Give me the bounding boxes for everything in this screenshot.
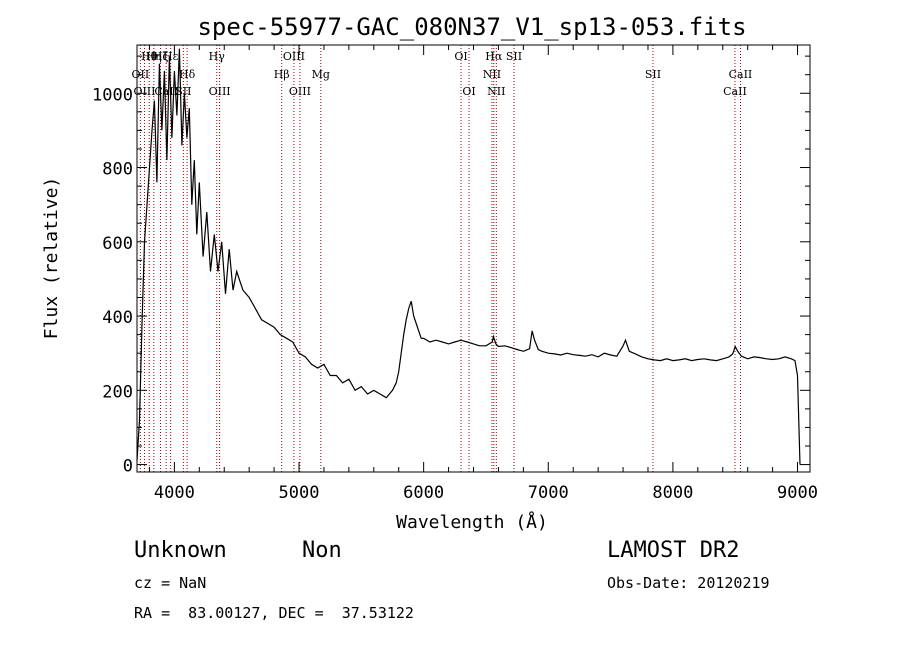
line-marker-label: OI xyxy=(462,85,475,98)
y-axis-label: Flux (relative) xyxy=(41,177,62,340)
redshift-readout: cz = NaN xyxy=(134,574,207,592)
chart-title: spec-55977-GAC_080N37_V1_sp13-053.fits xyxy=(197,13,746,41)
y-tick-label: 1000 xyxy=(92,85,133,105)
line-marker-label: OIII xyxy=(209,85,231,98)
y-axis: 0 200 400 600 800 1000 xyxy=(92,55,810,477)
spectrum-line xyxy=(136,48,801,465)
line-marker-label: Hη xyxy=(146,50,162,63)
x-tick-label: 9000 xyxy=(777,483,818,503)
x-axis-label: Wavelength (Å) xyxy=(396,511,548,533)
line-marker-label: OI xyxy=(454,50,467,63)
y-tick-label: 800 xyxy=(102,160,133,180)
line-marker-label: SII xyxy=(645,68,661,81)
x-tick-label: 5000 xyxy=(279,483,320,503)
line-marker-label: Hβ xyxy=(274,68,290,81)
x-tick-label: 6000 xyxy=(403,483,444,503)
line-marker-label: Hγ xyxy=(209,50,226,63)
plot-frame xyxy=(136,44,811,473)
x-tick-label: 4000 xyxy=(154,483,195,503)
line-marker-label: Hε xyxy=(163,50,179,63)
line-marker-label: CaII xyxy=(729,68,753,81)
x-tick-label: 7000 xyxy=(528,483,569,503)
object-class: Unknown xyxy=(134,538,227,563)
line-marker-label: SII xyxy=(506,50,522,63)
emission-line-labels: OIIHθOIIIHηHζCaIIHεHδSIIHγOIIIHβOIIIOIII… xyxy=(132,50,753,98)
line-marker-label: CaII xyxy=(723,85,747,98)
spectrum-series xyxy=(136,48,801,465)
observation-date: Obs-Date: 20120219 xyxy=(607,574,770,592)
line-marker-label: Hθ xyxy=(141,50,158,63)
line-marker-label: Mg xyxy=(312,68,330,81)
line-marker-label: Hδ xyxy=(179,68,196,81)
line-marker-label: Hα xyxy=(485,50,503,63)
line-marker-label: SII xyxy=(175,85,191,98)
coordinates-readout: RA = 83.00127, DEC = 37.53122 xyxy=(134,604,414,622)
line-marker-label: NII xyxy=(483,68,501,81)
line-marker-label: OIII xyxy=(133,85,155,98)
y-tick-label: 200 xyxy=(102,382,133,402)
survey-name: LAMOST DR2 xyxy=(607,538,740,563)
y-tick-label: 400 xyxy=(102,308,133,328)
line-marker-label: NII xyxy=(487,85,505,98)
x-axis: 4000 5000 6000 7000 8000 9000 xyxy=(148,45,818,503)
y-tick-label: 600 xyxy=(102,234,133,254)
line-marker-label: OIII xyxy=(283,50,305,63)
line-marker-label: OIII xyxy=(289,85,311,98)
y-tick-label: 0 xyxy=(123,457,133,477)
object-subclass: Non xyxy=(302,538,342,563)
line-marker-label: Hζ xyxy=(153,50,169,63)
x-tick-label: 8000 xyxy=(652,483,693,503)
